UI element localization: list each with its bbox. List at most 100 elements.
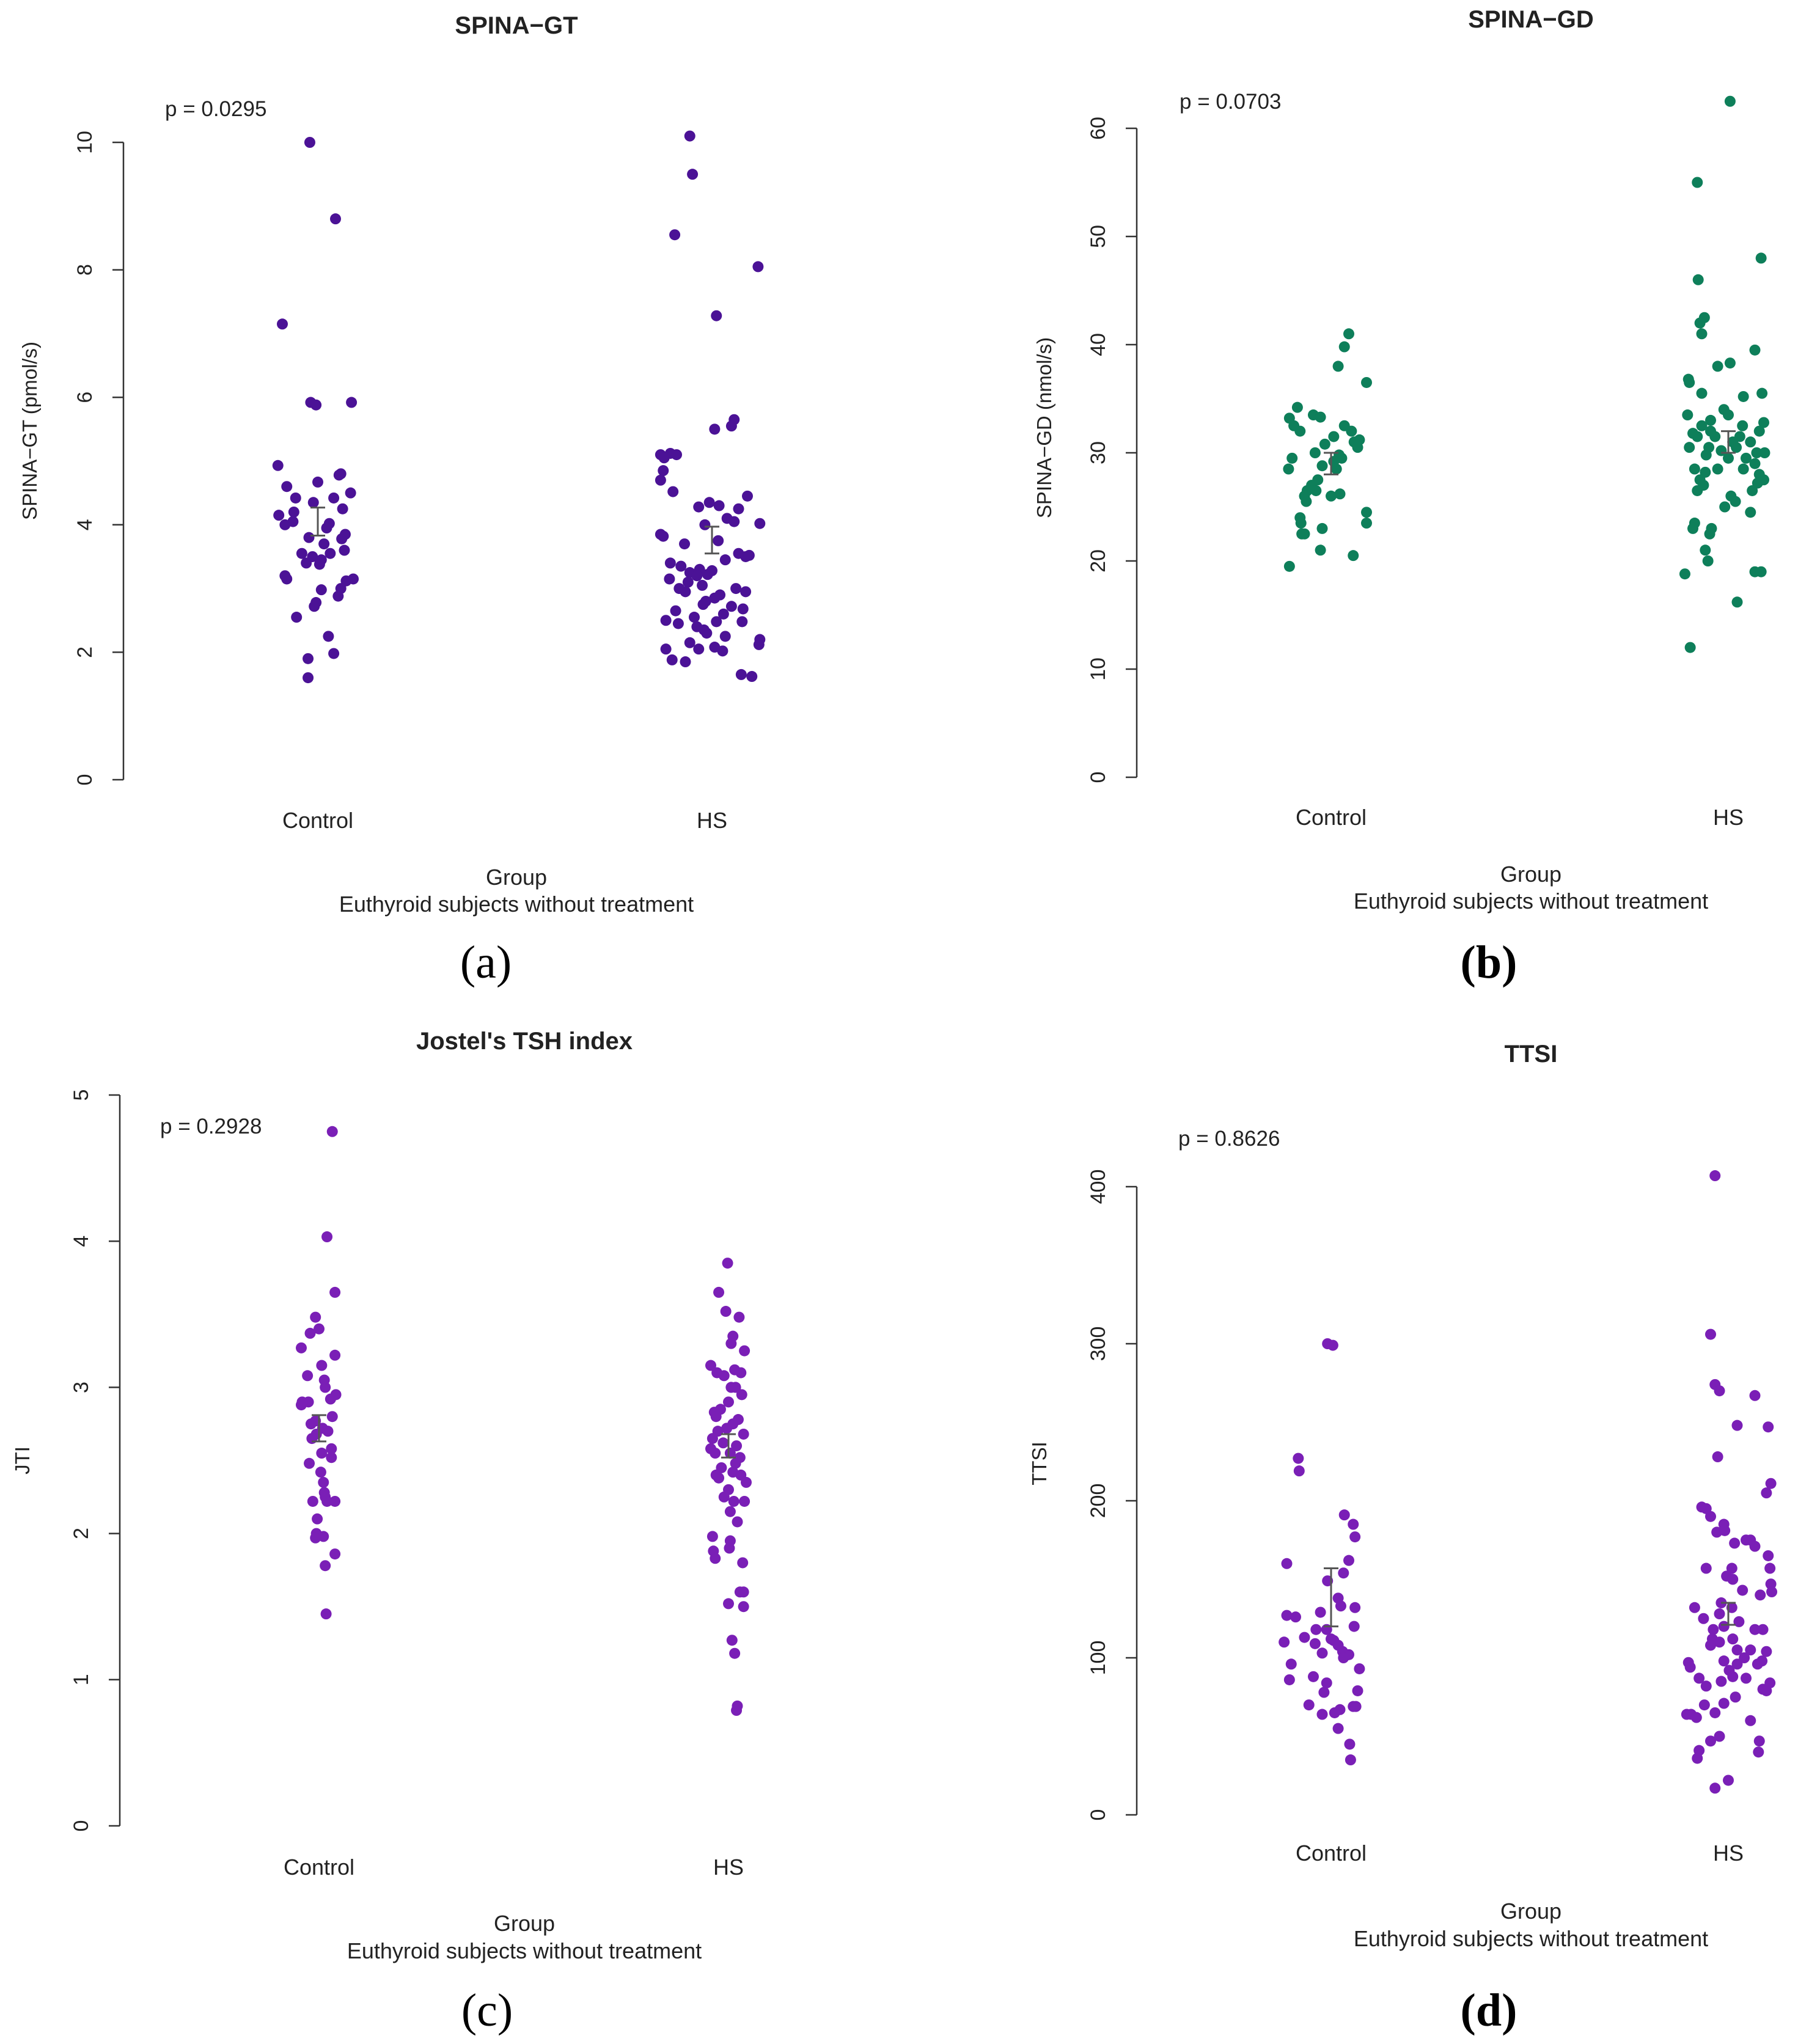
data-point [1766,1586,1778,1598]
data-point [291,612,303,623]
data-point [1696,420,1708,431]
data-point [1719,501,1731,513]
data-point [1749,1390,1761,1401]
data-point [1345,1754,1356,1766]
x-axis-label: Group [486,865,547,890]
data-point [728,516,740,527]
data-point [1310,485,1322,496]
data-point [738,1586,749,1598]
data-point [296,548,307,559]
data-point [1745,1715,1756,1726]
data-point [717,1437,729,1449]
data-point [1714,1636,1725,1648]
data-point [664,557,676,569]
data-point [728,1495,739,1507]
data-point [1737,390,1749,402]
data-point [332,590,344,602]
data-point [1692,274,1704,285]
data-point [303,532,315,543]
data-point [333,469,345,481]
data-point [1361,507,1372,518]
data-point [733,503,744,515]
y-tick-label: 30 [1087,441,1110,464]
data-point [329,1286,341,1298]
y-axis-label: TTSI [1028,1441,1051,1485]
data-point [720,1306,732,1317]
error-bars [310,507,719,555]
y-tick-label: 200 [1087,1484,1110,1518]
x-axis-sublabel: Euthyroid subjects without treatment [1354,888,1708,914]
y-tick-label: 40 [1087,333,1110,356]
data-point [723,1396,734,1408]
data-point [671,449,682,461]
data-point [693,643,705,655]
data-points [1279,1170,1778,1794]
chart-title: Jostel's TSH index [416,1028,633,1055]
data-point [735,1367,747,1379]
y-tick-label: 4 [70,1236,93,1247]
data-point [329,1495,341,1507]
data-point [326,1411,338,1423]
data-point [710,1448,721,1459]
data-point [735,669,747,680]
x-axis-label: Group [1500,1899,1561,1924]
data-point [325,1393,336,1405]
data-point [1690,1712,1702,1723]
data-point [713,1472,725,1484]
data-point [675,560,687,572]
data-point [296,1342,307,1354]
data-point [1294,425,1306,437]
data-point [724,1506,736,1517]
panel-label-b: (b) [1461,937,1517,988]
data-point [315,1467,326,1478]
data-point [660,643,672,655]
data-point [320,1608,332,1620]
data-point [1752,1658,1763,1670]
data-point [1319,438,1330,450]
y-tick-label: 3 [70,1382,93,1393]
data-point [1335,1600,1346,1612]
data-point [1761,1646,1772,1657]
x-axis-label: Group [1500,862,1561,887]
data-point [304,1457,315,1469]
data-point [1704,528,1715,540]
data-point [1712,361,1723,372]
x-axis: Control HS [284,1855,744,1880]
data-point [1745,507,1756,518]
data-point [730,583,742,595]
data-point [1692,485,1703,496]
data-point [1698,312,1710,323]
data-points [272,130,766,684]
data-point [667,486,679,497]
y-axis-label: SPINA−GD (nmol/s) [1033,337,1055,518]
data-point [330,213,341,225]
data-point [1349,1531,1361,1543]
data-point [1328,431,1340,442]
data-point [1308,1671,1319,1682]
data-point [1714,1385,1725,1397]
data-point [691,570,703,582]
data-point [705,1360,716,1371]
data-point [1316,522,1328,534]
data-point [687,169,699,180]
data-point [322,1426,334,1437]
data-point [746,671,758,683]
data-point [1689,463,1700,475]
data-point [1343,328,1354,340]
data-point [1700,1562,1712,1574]
data-point [329,1349,341,1361]
data-point [1723,409,1734,421]
data-point [302,1370,314,1382]
data-point [1285,1658,1297,1670]
y-tick-label: 0 [1087,772,1110,783]
data-point [658,465,669,477]
data-point [1734,431,1745,442]
data-point [697,579,708,591]
data-point [326,1443,337,1454]
data-point [724,1448,736,1459]
data-point [1730,496,1741,507]
data-point [655,474,666,486]
y-tick-label: 10 [1087,658,1110,681]
data-point [310,1311,321,1323]
data-point [1309,1638,1321,1649]
